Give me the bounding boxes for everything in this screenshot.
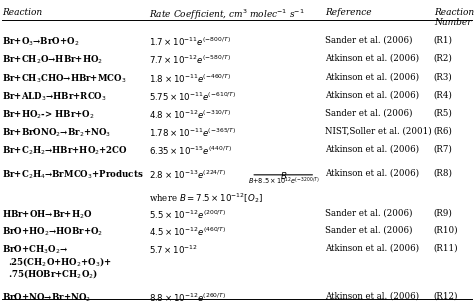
Text: (R8): (R8) <box>434 168 453 177</box>
Text: BrO+CH$_3$O$_2$→: BrO+CH$_3$O$_2$→ <box>2 244 69 256</box>
Text: Br+BrONO$_2$→Br$_2$+NO$_3$: Br+BrONO$_2$→Br$_2$+NO$_3$ <box>2 127 111 139</box>
Text: (R11): (R11) <box>434 244 458 253</box>
Text: HBr+OH→Br+H$_2$O: HBr+OH→Br+H$_2$O <box>2 208 93 221</box>
Text: Atkinson et al. (2006): Atkinson et al. (2006) <box>325 90 419 99</box>
Text: Atkinson et al. (2006): Atkinson et al. (2006) <box>325 291 419 301</box>
Text: $7.7\times10^{-12}e^{(-580/T)}$: $7.7\times10^{-12}e^{(-580/T)}$ <box>149 54 231 66</box>
Text: .25(CH$_2$O+HO$_2$+O$_3$)+: .25(CH$_2$O+HO$_2$+O$_3$)+ <box>2 255 112 268</box>
Text: $4.8\times10^{-12}e^{(-310/T)}$: $4.8\times10^{-12}e^{(-310/T)}$ <box>149 108 232 121</box>
Text: BrO+NO→Br+NO$_2$: BrO+NO→Br+NO$_2$ <box>2 291 91 303</box>
Text: (R1): (R1) <box>434 36 453 45</box>
Text: (R10): (R10) <box>434 226 458 235</box>
Text: Sander et al. (2006): Sander et al. (2006) <box>325 226 412 235</box>
Text: Br+C$_2$H$_4$→BrMCO$_3$+Products: Br+C$_2$H$_4$→BrMCO$_3$+Products <box>2 168 144 181</box>
Text: $8.8\times10^{-12}e^{(260/T)}$: $8.8\times10^{-12}e^{(260/T)}$ <box>149 291 227 303</box>
Text: $1.7\times10^{-11}e^{(-800/T)}$: $1.7\times10^{-11}e^{(-800/T)}$ <box>149 36 231 48</box>
Text: Br+O$_3$→BrO+O$_2$: Br+O$_3$→BrO+O$_2$ <box>2 36 80 48</box>
Text: (R9): (R9) <box>434 208 453 218</box>
Text: $4.5\times10^{-12}e^{(460/T)}$: $4.5\times10^{-12}e^{(460/T)}$ <box>149 226 227 238</box>
Text: Atkinson et al. (2006): Atkinson et al. (2006) <box>325 54 419 63</box>
Text: Atkinson et al. (2006): Atkinson et al. (2006) <box>325 244 419 253</box>
Text: Sander et al. (2006): Sander et al. (2006) <box>325 36 412 45</box>
Text: $2.8\times10^{-13}e^{(224/T)}$: $2.8\times10^{-13}e^{(224/T)}$ <box>149 168 227 181</box>
Text: Atkinson et al. (2006): Atkinson et al. (2006) <box>325 168 419 177</box>
Text: Sander et al. (2006): Sander et al. (2006) <box>325 108 412 118</box>
Text: Reaction: Reaction <box>2 8 43 17</box>
Text: $6.35\times10^{-15}e^{(440/T)}$: $6.35\times10^{-15}e^{(440/T)}$ <box>149 145 232 157</box>
Text: where $B = 7.5\times10^{-12}[O_2]$: where $B = 7.5\times10^{-12}[O_2]$ <box>149 191 263 205</box>
Text: (R4): (R4) <box>434 90 453 99</box>
Text: $5.7\times10^{-12}$: $5.7\times10^{-12}$ <box>149 244 198 256</box>
Text: Atkinson et al. (2006): Atkinson et al. (2006) <box>325 72 419 81</box>
Text: Rate Coefficient, cm$^3$ molec$^{-1}$ s$^{-1}$: Rate Coefficient, cm$^3$ molec$^{-1}$ s$… <box>149 8 305 22</box>
Text: Br+CH$_3$CHO→HBr+MCO$_3$: Br+CH$_3$CHO→HBr+MCO$_3$ <box>2 72 127 85</box>
Text: BrO+HO$_2$→HOBr+O$_2$: BrO+HO$_2$→HOBr+O$_2$ <box>2 226 104 238</box>
Text: $1.8\times10^{-11}e^{(-460/T)}$: $1.8\times10^{-11}e^{(-460/T)}$ <box>149 72 232 85</box>
Text: Br+ALD$_3$→HBr+RCO$_3$: Br+ALD$_3$→HBr+RCO$_3$ <box>2 90 107 103</box>
Text: $B$: $B$ <box>280 170 287 181</box>
Text: $5.5\times10^{-12}e^{(200/T)}$: $5.5\times10^{-12}e^{(200/T)}$ <box>149 208 227 221</box>
Text: $5.75\times10^{-11}e^{(-610/T)}$: $5.75\times10^{-11}e^{(-610/T)}$ <box>149 90 237 103</box>
Text: NIST,Soller et al. (2001): NIST,Soller et al. (2001) <box>325 127 431 136</box>
Text: (R2): (R2) <box>434 54 453 63</box>
Text: (R12): (R12) <box>434 291 458 301</box>
Text: Sander et al. (2006): Sander et al. (2006) <box>325 208 412 218</box>
Text: (R6): (R6) <box>434 127 453 136</box>
Text: Br+HO$_2$-> HBr+O$_2$: Br+HO$_2$-> HBr+O$_2$ <box>2 108 95 121</box>
Text: $1.78\times10^{-11}e^{(-365/T)}$: $1.78\times10^{-11}e^{(-365/T)}$ <box>149 127 237 139</box>
Text: Br+CH$_2$O→HBr+HO$_2$: Br+CH$_2$O→HBr+HO$_2$ <box>2 54 104 66</box>
Text: (R7): (R7) <box>434 145 453 154</box>
Text: .75(HOBr+CH$_2$O$_2$): .75(HOBr+CH$_2$O$_2$) <box>2 267 99 280</box>
Text: (R3): (R3) <box>434 72 453 81</box>
Text: Atkinson et al. (2006): Atkinson et al. (2006) <box>325 145 419 154</box>
Text: (R5): (R5) <box>434 108 453 118</box>
Text: Reaction
Number: Reaction Number <box>434 8 474 27</box>
Text: Br+C$_2$H$_2$→HBr+HO$_2$+2CO: Br+C$_2$H$_2$→HBr+HO$_2$+2CO <box>2 145 128 157</box>
Text: Reference: Reference <box>325 8 371 17</box>
Text: $B{+}8.5\times10^{12}e^{(-3200/T)}$: $B{+}8.5\times10^{12}e^{(-3200/T)}$ <box>247 175 319 187</box>
